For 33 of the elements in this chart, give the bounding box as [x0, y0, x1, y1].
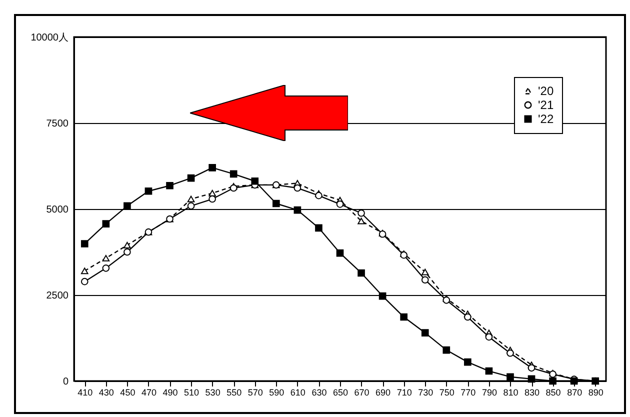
x-tick-label: 510	[184, 388, 200, 398]
x-tick-label: 570	[248, 388, 263, 398]
x-tick-label: 770	[460, 388, 476, 398]
y-tick-label: 0	[62, 376, 69, 388]
x-tick-label: 790	[482, 388, 497, 398]
legend-label: '20	[538, 84, 554, 98]
x-tick-label: 810	[503, 388, 518, 398]
x-tick-label: 690	[376, 388, 391, 398]
x-tick-label: 550	[226, 388, 242, 398]
x-tick-label: 430	[98, 388, 114, 398]
x-tick-label: 630	[312, 388, 327, 398]
x-tick-label: 870	[567, 388, 582, 398]
x-tick-label: 590	[269, 388, 284, 398]
x-tick-label: 410	[78, 388, 93, 398]
x-tick-label: 450	[120, 388, 136, 398]
x-tick-label: 850	[546, 388, 561, 398]
x-tick-label: 470	[141, 388, 156, 398]
x-tick-label: 750	[439, 388, 454, 398]
y-tick-label: 5000	[46, 204, 69, 216]
x-tick-label: 710	[396, 388, 412, 398]
x-tick-label: 490	[162, 388, 178, 398]
x-tick-label: 830	[524, 388, 540, 398]
x-tick-label: 530	[205, 388, 220, 398]
y-tick-label: 10000人	[30, 32, 68, 44]
x-tick-label: 650	[332, 388, 348, 398]
x-tick-label: 730	[418, 388, 434, 398]
x-tick-label: 610	[290, 388, 306, 398]
y-tick-label: 7500	[46, 118, 69, 130]
legend-label: '21	[538, 98, 554, 112]
y-tick-label: 2500	[46, 290, 69, 302]
legend-label: '22	[538, 112, 554, 126]
x-tick-label: 670	[354, 388, 370, 398]
x-tick-label: 890	[588, 388, 604, 398]
